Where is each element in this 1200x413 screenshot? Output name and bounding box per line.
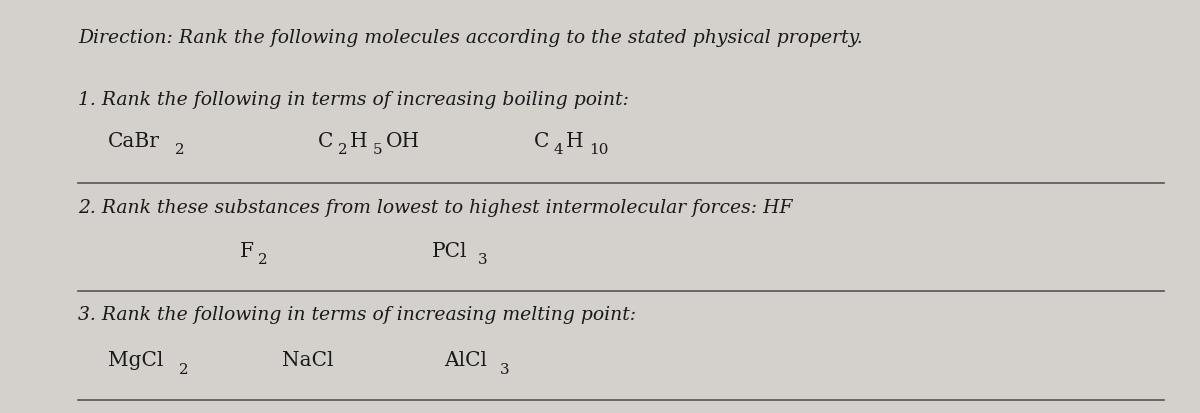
Text: CaBr: CaBr [108,132,160,151]
Text: 5: 5 [373,143,383,157]
Text: MgCl: MgCl [108,351,163,370]
Text: F: F [240,241,254,260]
Text: 4: 4 [554,143,564,157]
Text: 3. Rank the following in terms of increasing melting point:: 3. Rank the following in terms of increa… [78,306,636,323]
Text: H: H [350,132,368,151]
Text: 2. Rank these substances from lowest to highest intermolecular forces: HF: 2. Rank these substances from lowest to … [78,198,792,216]
Text: PCl: PCl [432,241,468,260]
Text: OH: OH [385,132,420,151]
Text: 3: 3 [499,362,509,376]
Text: 2: 2 [258,252,268,266]
Text: 2: 2 [338,143,348,157]
Text: NaCl: NaCl [282,351,334,370]
Text: 2: 2 [175,143,185,157]
Text: C: C [534,132,550,151]
Text: 10: 10 [589,143,608,157]
Text: 2: 2 [180,362,190,376]
Text: 3: 3 [478,252,487,266]
Text: Direction: Rank the following molecules according to the stated physical propert: Direction: Rank the following molecules … [78,29,863,47]
Text: AlCl: AlCl [444,351,487,370]
Text: H: H [566,132,584,151]
Text: C: C [318,132,334,151]
Text: 1. Rank the following in terms of increasing boiling point:: 1. Rank the following in terms of increa… [78,91,629,109]
